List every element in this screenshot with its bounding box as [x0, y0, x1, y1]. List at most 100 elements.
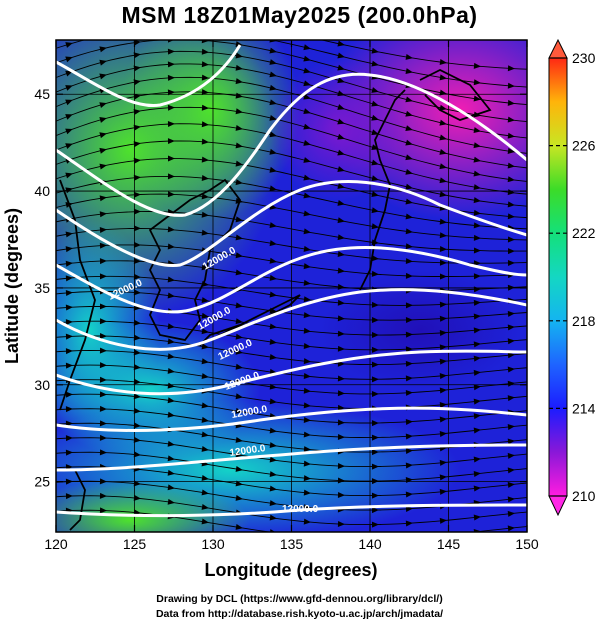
x-tick-label: 145 [437, 536, 461, 552]
streamline-arrow [235, 407, 243, 414]
streamline-arrow [337, 375, 345, 382]
streamline-arrow [337, 419, 345, 426]
streamline-arrow [167, 226, 175, 233]
streamline-arrow [201, 373, 209, 380]
streamline-arrow [235, 41, 243, 48]
streamline-arrow [338, 536, 345, 542]
streamline-arrow [235, 216, 243, 223]
streamline-arrow [303, 327, 311, 334]
streamline-arrow [303, 312, 311, 319]
streamline-arrow [405, 96, 413, 103]
streamline-arrow [235, 78, 243, 85]
streamline-arrow [201, 474, 209, 481]
streamline-arrow [235, 234, 243, 241]
streamline-arrow [473, 327, 481, 334]
streamline [56, 175, 527, 230]
streamline-arrow [303, 228, 311, 235]
streamline-arrow [371, 255, 379, 262]
streamline-arrow [133, 494, 141, 501]
streamline [56, 291, 527, 321]
streamline-arrow [269, 456, 277, 463]
streamline-arrow [201, 193, 209, 200]
contour-line [56, 443, 527, 472]
streamline-arrow [133, 273, 141, 280]
streamline-arrow [439, 134, 447, 141]
streamline-arrow [269, 222, 277, 229]
streamline-arrow [405, 433, 413, 440]
streamline-arrow [133, 378, 141, 385]
colorbar-tick-label: 230 [572, 50, 596, 66]
streamline-arrow [405, 110, 413, 117]
streamline-arrow [235, 393, 243, 400]
streamline-arrow [371, 175, 379, 182]
streamline-arrow [167, 173, 175, 180]
streamline-arrow [371, 376, 379, 383]
streamline-arrow [269, 40, 277, 43]
streamline-arrow [65, 99, 73, 106]
streamline-arrow [439, 430, 447, 437]
streamline-arrow [439, 401, 447, 408]
streamline-arrow [439, 259, 447, 266]
streamline-arrow [133, 191, 141, 198]
streamline-arrow [473, 142, 481, 149]
colorbar-lower-arrow [548, 495, 568, 517]
streamline-arrow [133, 422, 141, 429]
streamline-arrow [473, 62, 481, 69]
streamline [56, 350, 527, 380]
streamline-arrow [167, 397, 175, 404]
streamline-arrow [473, 170, 481, 177]
streamline-arrow [303, 296, 311, 303]
contour-line [56, 72, 527, 217]
streamline-arrow [507, 395, 515, 402]
streamline-arrow [405, 346, 413, 353]
streamline-arrow [439, 232, 447, 239]
streamline-arrow [99, 147, 107, 154]
streamline [56, 123, 527, 195]
streamline-arrow [167, 455, 175, 462]
streamline [56, 140, 527, 207]
streamline-arrow [168, 25, 175, 31]
streamline-arrow [99, 273, 107, 280]
streamline-arrow [99, 117, 107, 123]
streamline-arrow [507, 213, 515, 220]
streamline-arrow [235, 363, 243, 370]
streamline-arrow [133, 65, 141, 72]
streamline-arrow [507, 380, 515, 387]
streamline-arrow [303, 518, 311, 525]
streamline-arrow [269, 131, 277, 138]
streamline-arrow [65, 260, 73, 267]
streamline-arrow [405, 168, 413, 175]
streamline-arrow [133, 258, 141, 265]
streamline-arrow [371, 47, 379, 54]
streamline-arrow [65, 26, 73, 34]
contour-line [56, 288, 527, 351]
streamline-arrow [405, 520, 413, 527]
streamline-arrow [371, 420, 379, 427]
streamline-arrow [405, 360, 413, 367]
contour-label: 12000.0 [229, 443, 267, 459]
streamline-arrow [405, 462, 413, 469]
streamline-arrow [269, 240, 277, 247]
streamline-arrow [235, 451, 243, 458]
streamline-arrow [473, 184, 481, 190]
streamline-arrow [507, 438, 515, 445]
streamline-arrow [65, 406, 73, 413]
streamline [56, 320, 527, 351]
streamline-arrow [507, 116, 515, 123]
streamline-arrow [439, 163, 447, 170]
streamline-arrow [65, 333, 73, 340]
streamline [56, 451, 527, 482]
streamline-arrow [337, 390, 345, 397]
contour-label: 12000.0 [282, 504, 319, 515]
streamline-arrow [371, 331, 379, 338]
streamline-arrow [99, 318, 107, 325]
streamline [56, 364, 527, 395]
streamline-arrow [439, 387, 447, 394]
streamline-arrow [337, 200, 345, 206]
streamline-arrow [473, 95, 481, 102]
streamline-arrow [405, 258, 413, 265]
streamline-arrow [337, 267, 345, 274]
streamline-arrow [473, 260, 481, 267]
streamline-arrow [201, 416, 209, 423]
contour-line [56, 44, 242, 108]
